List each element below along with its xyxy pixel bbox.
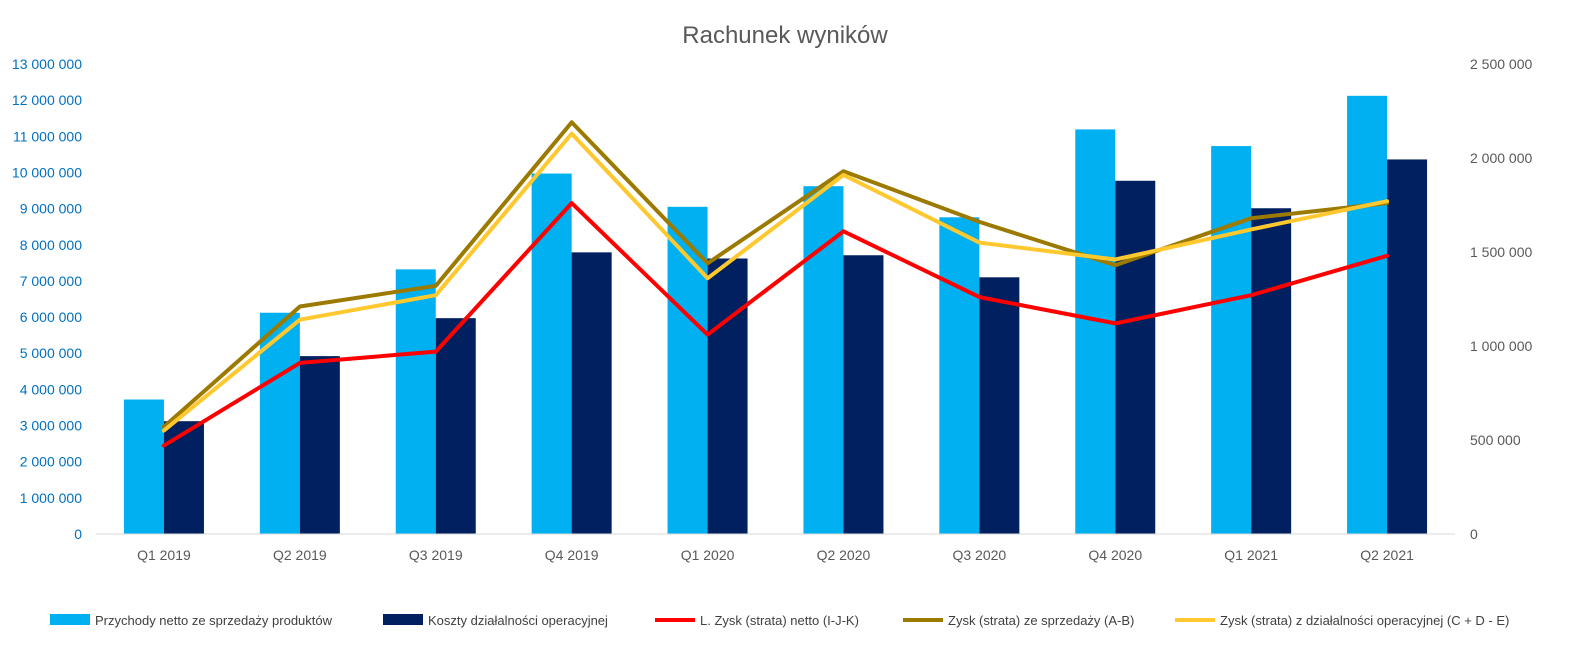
right-axis-tick-label: 2 000 000	[1470, 150, 1532, 166]
left-axis-tick-label: 1 000 000	[20, 490, 82, 506]
bar-operating-costs	[843, 255, 884, 534]
bar-operating-costs	[299, 356, 340, 534]
chart-title: Rachunek wyników	[682, 22, 888, 49]
bar-operating-costs	[571, 252, 612, 534]
left-axis-tick-label: 4 000 000	[20, 381, 82, 397]
line-series-3	[161, 131, 1389, 433]
bar-revenue	[1211, 146, 1252, 535]
legend-swatch	[50, 614, 90, 625]
bar-revenue	[259, 312, 300, 534]
left-axis-tick-label: 10 000 000	[12, 164, 82, 180]
legend-label: Przychody netto ze sprzedaży produktów	[95, 613, 333, 628]
left-axis-tick-label: 13 000 000	[12, 56, 82, 72]
bar-revenue	[395, 269, 436, 534]
legend: Przychody netto ze sprzedaży produktów Ko…	[50, 613, 1509, 628]
bar-operating-costs	[707, 258, 748, 534]
left-axis-tick-label: 7 000 000	[20, 273, 82, 289]
right-axis-tick-label: 2 500 000	[1470, 56, 1532, 72]
x-axis-tick-label: Q2 2019	[273, 547, 327, 563]
legend-label: Koszty działalności operacyjnej	[428, 613, 608, 628]
left-axis-tick-label: 2 000 000	[20, 454, 82, 470]
x-axis-tick-label: Q3 2020	[952, 547, 1006, 563]
bar-revenue	[531, 173, 572, 535]
x-axis-tick-label: Q4 2019	[545, 547, 599, 563]
x-axis-tick-label: Q1 2020	[681, 547, 735, 563]
left-axis-tick-label: 12 000 000	[12, 92, 82, 108]
x-axis-tick-label: Q4 2020	[1088, 547, 1142, 563]
legend-swatch	[383, 614, 423, 625]
x-axis-tick-label: Q1 2019	[137, 547, 191, 563]
bar-operating-costs	[979, 277, 1020, 534]
left-axis-tick-label: 8 000 000	[20, 237, 82, 253]
bar-operating-costs	[1115, 180, 1156, 534]
legend-label: Zysk (strata) ze sprzedaży (A-B)	[948, 613, 1134, 628]
line-series-group	[161, 120, 1389, 448]
bar-operating-costs	[163, 421, 204, 534]
left-axis-tick-label: 3 000 000	[20, 418, 82, 434]
line-series-2	[161, 120, 1389, 429]
right-axis-tick-label: 0	[1470, 526, 1478, 542]
bar-revenue	[667, 206, 708, 535]
legend-label: Zysk (strata) z działalności operacyjnej…	[1220, 613, 1509, 628]
right-axis-tick-label: 500 000	[1470, 432, 1521, 448]
line-series-1	[161, 201, 1389, 448]
bar-revenue	[939, 217, 980, 535]
bar-operating-costs	[1251, 208, 1292, 534]
x-axis-tick-label: Q1 2021	[1224, 547, 1278, 563]
x-axis-tick-label: Q3 2019	[409, 547, 463, 563]
right-axis-tick-label: 1 000 000	[1470, 338, 1532, 354]
left-axis-tick-label: 6 000 000	[20, 309, 82, 325]
x-axis-tick-label: Q2 2020	[817, 547, 871, 563]
legend-label: L. Zysk (strata) netto (I-J-K)	[700, 613, 859, 628]
left-axis: 0 1 000 000 2 000 000 3 000 000 4 000 000 5 0…	[12, 56, 82, 542]
x-axis-tick-label: Q2 2021	[1360, 547, 1414, 563]
left-axis-tick-label: 0	[74, 526, 82, 542]
x-axis: Q1 2019 Q2 2019 Q3 2019 Q4 2019 Q1 2020 Q2 20…	[137, 547, 1414, 563]
right-axis: 0 500 000 1 000 000 1 500 000 2 000 000 2 500…	[1470, 56, 1532, 542]
right-axis-tick-label: 1 500 000	[1470, 244, 1532, 260]
bar-operating-costs	[1387, 159, 1428, 534]
bar-revenue	[123, 399, 164, 534]
bar-series-group	[123, 95, 1428, 535]
left-axis-tick-label: 9 000 000	[20, 201, 82, 217]
bar-revenue	[1075, 129, 1116, 534]
bar-operating-costs	[435, 318, 476, 534]
left-axis-tick-label: 5 000 000	[20, 345, 82, 361]
bar-revenue	[1347, 95, 1388, 535]
left-axis-tick-label: 11 000 000	[13, 128, 82, 144]
